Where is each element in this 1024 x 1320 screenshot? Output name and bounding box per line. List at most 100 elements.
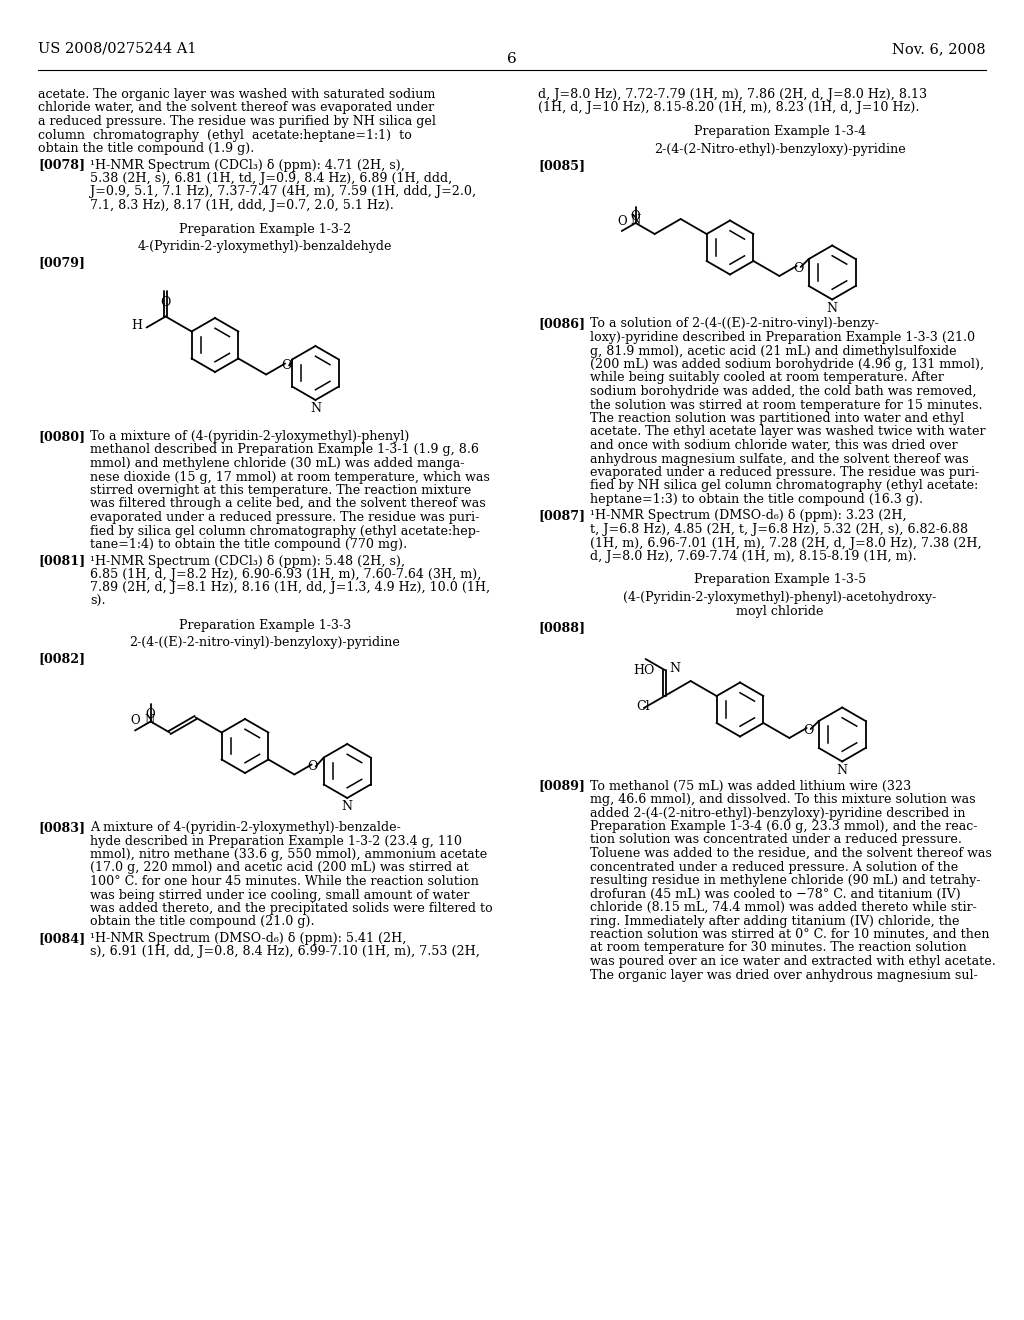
Text: O: O xyxy=(130,714,140,726)
Text: ¹H-NMR Spectrum (DMSO-d₆) δ (ppm): 3.23 (2H,: ¹H-NMR Spectrum (DMSO-d₆) δ (ppm): 3.23 … xyxy=(590,510,906,523)
Text: N: N xyxy=(342,800,352,813)
Text: O: O xyxy=(145,708,156,721)
Text: methanol described in Preparation Example 1-3-1 (1.9 g, 8.6: methanol described in Preparation Exampl… xyxy=(90,444,479,457)
Text: To a mixture of (4-(pyridin-2-yloxymethyl)-phenyl): To a mixture of (4-(pyridin-2-yloxymethy… xyxy=(90,430,410,444)
Text: O: O xyxy=(631,210,640,223)
Text: ¹H-NMR Spectrum (CDCl₃) δ (ppm): 4.71 (2H, s),: ¹H-NMR Spectrum (CDCl₃) δ (ppm): 4.71 (2… xyxy=(90,158,404,172)
Text: J=0.9, 5.1, 7.1 Hz), 7.37-7.47 (4H, m), 7.59 (1H, ddd, J=2.0,: J=0.9, 5.1, 7.1 Hz), 7.37-7.47 (4H, m), … xyxy=(90,186,476,198)
Text: stirred overnight at this temperature. The reaction mixture: stirred overnight at this temperature. T… xyxy=(90,484,471,498)
Text: anhydrous magnesium sulfate, and the solvent thereof was: anhydrous magnesium sulfate, and the sol… xyxy=(590,453,969,466)
Text: mmol), nitro methane (33.6 g, 550 mmol), ammonium acetate: mmol), nitro methane (33.6 g, 550 mmol),… xyxy=(90,847,487,861)
Text: [0087]: [0087] xyxy=(538,510,585,523)
Text: concentrated under a reduced pressure. A solution of the: concentrated under a reduced pressure. A… xyxy=(590,861,958,874)
Text: (1H, d, J=10 Hz), 8.15-8.20 (1H, m), 8.23 (1H, d, J=10 Hz).: (1H, d, J=10 Hz), 8.15-8.20 (1H, m), 8.2… xyxy=(538,102,920,115)
Text: To a solution of 2-(4-((E)-2-nitro-vinyl)-benzy-: To a solution of 2-(4-((E)-2-nitro-vinyl… xyxy=(590,318,879,330)
Text: heptane=1:3) to obtain the title compound (16.3 g).: heptane=1:3) to obtain the title compoun… xyxy=(590,492,923,506)
Text: O: O xyxy=(794,261,804,275)
Text: N: N xyxy=(144,714,155,727)
Text: t, J=6.8 Hz), 4.85 (2H, t, J=6.8 Hz), 5.32 (2H, s), 6.82-6.88: t, J=6.8 Hz), 4.85 (2H, t, J=6.8 Hz), 5.… xyxy=(590,523,968,536)
Text: s), 6.91 (1H, dd, J=0.8, 8.4 Hz), 6.99-7.10 (1H, m), 7.53 (2H,: s), 6.91 (1H, dd, J=0.8, 8.4 Hz), 6.99-7… xyxy=(90,945,480,958)
Text: [0088]: [0088] xyxy=(538,620,585,634)
Text: 100° C. for one hour 45 minutes. While the reaction solution: 100° C. for one hour 45 minutes. While t… xyxy=(90,875,479,888)
Text: N: N xyxy=(837,764,848,777)
Text: N: N xyxy=(310,403,321,416)
Text: [0089]: [0089] xyxy=(538,780,585,792)
Text: (200 mL) was added sodium borohydride (4.96 g, 131 mmol),: (200 mL) was added sodium borohydride (4… xyxy=(590,358,984,371)
Text: loxy)-pyridine described in Preparation Example 1-3-3 (21.0: loxy)-pyridine described in Preparation … xyxy=(590,331,975,345)
Text: 7.89 (2H, d, J=8.1 Hz), 8.16 (1H, dd, J=1.3, 4.9 Hz), 10.0 (1H,: 7.89 (2H, d, J=8.1 Hz), 8.16 (1H, dd, J=… xyxy=(90,582,490,594)
Text: (1H, m), 6.96-7.01 (1H, m), 7.28 (2H, d, J=8.0 Hz), 7.38 (2H,: (1H, m), 6.96-7.01 (1H, m), 7.28 (2H, d,… xyxy=(590,536,982,549)
Text: 4-(Pyridin-2-yloxymethyl)-benzaldehyde: 4-(Pyridin-2-yloxymethyl)-benzaldehyde xyxy=(138,240,392,253)
Text: at room temperature for 30 minutes. The reaction solution: at room temperature for 30 minutes. The … xyxy=(590,941,967,954)
Text: (17.0 g, 220 mmol) and acetic acid (200 mL) was stirred at: (17.0 g, 220 mmol) and acetic acid (200 … xyxy=(90,862,469,874)
Text: drofuran (45 mL) was cooled to −78° C. and titanium (IV): drofuran (45 mL) was cooled to −78° C. a… xyxy=(590,887,961,900)
Text: HO: HO xyxy=(633,664,654,677)
Text: N: N xyxy=(826,302,838,315)
Text: tane=1:4) to obtain the title compound (770 mg).: tane=1:4) to obtain the title compound (… xyxy=(90,539,408,550)
Text: O: O xyxy=(161,297,171,309)
Text: ring. Immediately after adding titanium (IV) chloride, the: ring. Immediately after adding titanium … xyxy=(590,915,959,928)
Text: evaporated under a reduced pressure. The residue was puri-: evaporated under a reduced pressure. The… xyxy=(590,466,979,479)
Text: To methanol (75 mL) was added lithium wire (323: To methanol (75 mL) was added lithium wi… xyxy=(590,780,911,792)
Text: Preparation Example 1-3-2: Preparation Example 1-3-2 xyxy=(179,223,351,235)
Text: Preparation Example 1-3-5: Preparation Example 1-3-5 xyxy=(694,573,866,586)
Text: resulting residue in methylene chloride (90 mL) and tetrahy-: resulting residue in methylene chloride … xyxy=(590,874,981,887)
Text: g, 81.9 mmol), acetic acid (21 mL) and dimethylsulfoxide: g, 81.9 mmol), acetic acid (21 mL) and d… xyxy=(590,345,956,358)
Text: acetate. The organic layer was washed with saturated sodium: acetate. The organic layer was washed wi… xyxy=(38,88,435,102)
Text: was added thereto, and the precipitated solids were filtered to: was added thereto, and the precipitated … xyxy=(90,902,493,915)
Text: obtain the title compound (1.9 g).: obtain the title compound (1.9 g). xyxy=(38,143,254,154)
Text: obtain the title compound (21.0 g).: obtain the title compound (21.0 g). xyxy=(90,916,314,928)
Text: fied by NH silica gel column chromatography (ethyl acetate:: fied by NH silica gel column chromatogra… xyxy=(590,479,978,492)
Text: [0085]: [0085] xyxy=(538,158,585,172)
Text: 5.38 (2H, s), 6.81 (1H, td, J=0.9, 8.4 Hz), 6.89 (1H, ddd,: 5.38 (2H, s), 6.81 (1H, td, J=0.9, 8.4 H… xyxy=(90,172,453,185)
Text: O: O xyxy=(616,215,627,228)
Text: d, J=8.0 Hz), 7.72-7.79 (1H, m), 7.86 (2H, d, J=8.0 Hz), 8.13: d, J=8.0 Hz), 7.72-7.79 (1H, m), 7.86 (2… xyxy=(538,88,927,102)
Text: [0080]: [0080] xyxy=(38,430,85,444)
Text: [0078]: [0078] xyxy=(38,158,85,172)
Text: s).: s). xyxy=(90,595,105,609)
Text: ¹H-NMR Spectrum (DMSO-d₆) δ (ppm): 5.41 (2H,: ¹H-NMR Spectrum (DMSO-d₆) δ (ppm): 5.41 … xyxy=(90,932,407,945)
Text: N: N xyxy=(670,661,681,675)
Text: hyde described in Preparation Example 1-3-2 (23.4 g, 110: hyde described in Preparation Example 1-… xyxy=(90,834,462,847)
Text: Preparation Example 1-3-4: Preparation Example 1-3-4 xyxy=(694,125,866,139)
Text: H: H xyxy=(131,319,142,333)
Text: 6: 6 xyxy=(507,51,517,66)
Text: Preparation Example 1-3-4 (6.0 g, 23.3 mmol), and the reac-: Preparation Example 1-3-4 (6.0 g, 23.3 m… xyxy=(590,820,977,833)
Text: and once with sodium chloride water, this was dried over: and once with sodium chloride water, thi… xyxy=(590,440,957,451)
Text: fied by silica gel column chromatography (ethyl acetate:hep-: fied by silica gel column chromatography… xyxy=(90,524,480,537)
Text: was poured over an ice water and extracted with ethyl acetate.: was poured over an ice water and extract… xyxy=(590,954,995,968)
Text: Toluene was added to the residue, and the solvent thereof was: Toluene was added to the residue, and th… xyxy=(590,847,992,861)
Text: [0079]: [0079] xyxy=(38,256,85,269)
Text: The organic layer was dried over anhydrous magnesium sul-: The organic layer was dried over anhydro… xyxy=(590,969,978,982)
Text: [0082]: [0082] xyxy=(38,652,85,665)
Text: chloride water, and the solvent thereof was evaporated under: chloride water, and the solvent thereof … xyxy=(38,102,434,115)
Text: the solution was stirred at room temperature for 15 minutes.: the solution was stirred at room tempera… xyxy=(590,399,982,412)
Text: 2-(4-(2-Nitro-ethyl)-benzyloxy)-pyridine: 2-(4-(2-Nitro-ethyl)-benzyloxy)-pyridine xyxy=(654,143,906,156)
Text: reaction solution was stirred at 0° C. for 10 minutes, and then: reaction solution was stirred at 0° C. f… xyxy=(590,928,989,941)
Text: nese dioxide (15 g, 17 mmol) at room temperature, which was: nese dioxide (15 g, 17 mmol) at room tem… xyxy=(90,470,489,483)
Text: 2-(4-((E)-2-nitro-vinyl)-benzyloxy)-pyridine: 2-(4-((E)-2-nitro-vinyl)-benzyloxy)-pyri… xyxy=(130,636,400,649)
Text: Preparation Example 1-3-3: Preparation Example 1-3-3 xyxy=(179,619,351,631)
Text: [0083]: [0083] xyxy=(38,821,85,834)
Text: The reaction solution was partitioned into water and ethyl: The reaction solution was partitioned in… xyxy=(590,412,965,425)
Text: N: N xyxy=(631,214,641,227)
Text: [0086]: [0086] xyxy=(538,318,585,330)
Text: mmol) and methylene chloride (30 mL) was added manga-: mmol) and methylene chloride (30 mL) was… xyxy=(90,457,464,470)
Text: sodium borohydride was added, the cold bath was removed,: sodium borohydride was added, the cold b… xyxy=(590,385,977,399)
Text: O: O xyxy=(804,723,814,737)
Text: [0084]: [0084] xyxy=(38,932,85,945)
Text: moyl chloride: moyl chloride xyxy=(736,605,823,618)
Text: added 2-(4-(2-nitro-ethyl)-benzyloxy)-pyridine described in: added 2-(4-(2-nitro-ethyl)-benzyloxy)-py… xyxy=(590,807,966,820)
Text: 6.85 (1H, d, J=8.2 Hz), 6.90-6.93 (1H, m), 7.60-7.64 (3H, m),: 6.85 (1H, d, J=8.2 Hz), 6.90-6.93 (1H, m… xyxy=(90,568,481,581)
Text: was being stirred under ice cooling, small amount of water: was being stirred under ice cooling, sma… xyxy=(90,888,469,902)
Text: chloride (8.15 mL, 74.4 mmol) was added thereto while stir-: chloride (8.15 mL, 74.4 mmol) was added … xyxy=(590,902,977,913)
Text: O: O xyxy=(307,760,317,774)
Text: [0081]: [0081] xyxy=(38,554,85,568)
Text: A mixture of 4-(pyridin-2-yloxymethyl)-benzalde-: A mixture of 4-(pyridin-2-yloxymethyl)-b… xyxy=(90,821,400,834)
Text: 7.1, 8.3 Hz), 8.17 (1H, ddd, J=0.7, 2.0, 5.1 Hz).: 7.1, 8.3 Hz), 8.17 (1H, ddd, J=0.7, 2.0,… xyxy=(90,199,394,213)
Text: column  chromatography  (ethyl  acetate:heptane=1:1)  to: column chromatography (ethyl acetate:hep… xyxy=(38,128,412,141)
Text: ¹H-NMR Spectrum (CDCl₃) δ (ppm): 5.48 (2H, s),: ¹H-NMR Spectrum (CDCl₃) δ (ppm): 5.48 (2… xyxy=(90,554,406,568)
Text: O: O xyxy=(281,359,292,372)
Text: while being suitably cooled at room temperature. After: while being suitably cooled at room temp… xyxy=(590,371,944,384)
Text: tion solution was concentrated under a reduced pressure.: tion solution was concentrated under a r… xyxy=(590,833,962,846)
